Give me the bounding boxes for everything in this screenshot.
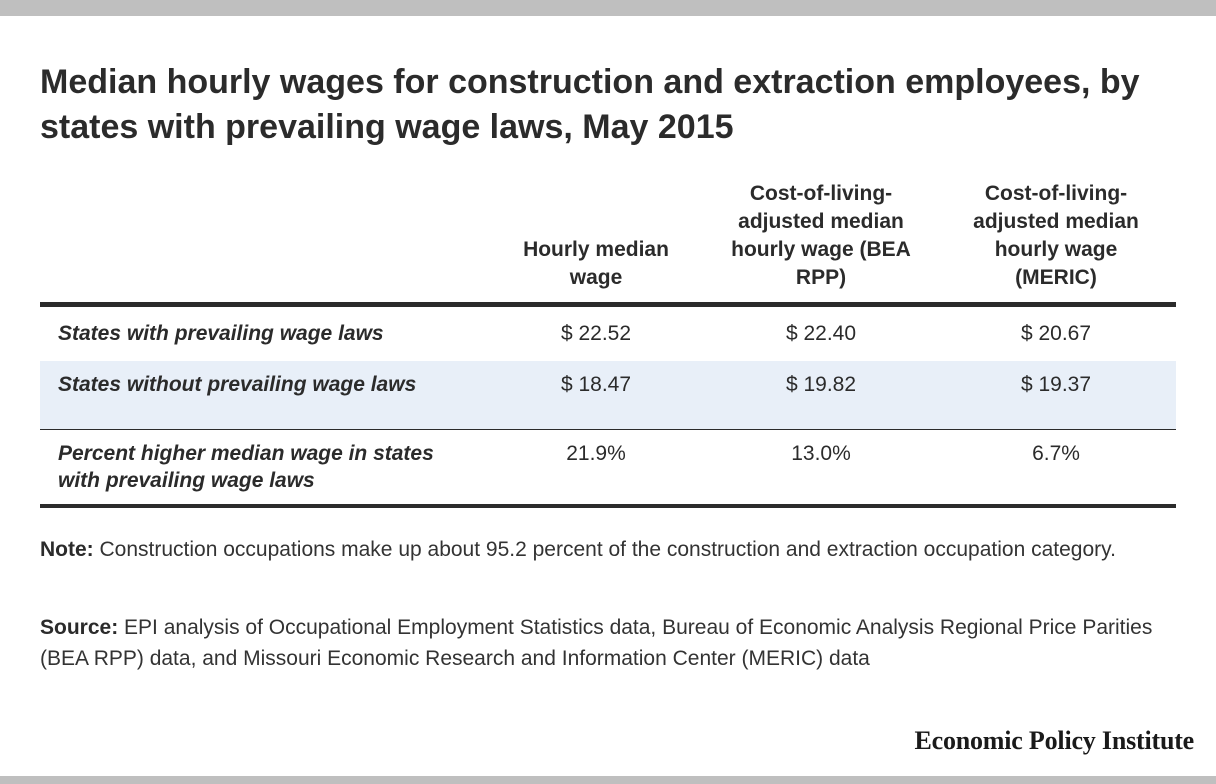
- column-header-row-label: [40, 176, 486, 307]
- note-text: Construction occupations make up about 9…: [93, 538, 1116, 561]
- table-cell: 13.0%: [706, 429, 936, 508]
- table-row: States without prevailing wage laws $ 18…: [40, 361, 1176, 430]
- note-label: Note:: [40, 538, 94, 561]
- table-cell: 21.9%: [486, 429, 706, 508]
- table-cell: $ 22.40: [785, 322, 857, 345]
- row-label: States with prevailing wage laws: [58, 322, 384, 345]
- row-label: Percent higher median wage in states wit…: [40, 429, 486, 508]
- source-label: Source:: [40, 616, 119, 639]
- top-band: [0, 0, 1216, 16]
- source-note: Source: EPI analysis of Occupational Emp…: [40, 612, 1160, 674]
- table-cell: $ 22.52: [560, 322, 632, 345]
- table-row: States with prevailing wage laws $ 22.52…: [40, 305, 1176, 362]
- row-label: States without prevailing wage laws: [40, 361, 486, 430]
- source-text: EPI analysis of Occupational Employment …: [40, 616, 1153, 670]
- chart-title: Median hourly wages for construction and…: [40, 63, 1140, 146]
- table-header-row: Hourly median wage Cost-of-living-adjust…: [40, 176, 1176, 307]
- wage-table: Hourly median wage Cost-of-living-adjust…: [40, 176, 1176, 508]
- bottom-band: [0, 776, 1216, 784]
- table-row: Percent higher median wage in states wit…: [40, 429, 1176, 508]
- table-cell: $ 20.67: [1020, 322, 1092, 345]
- brand-logo-text: Economic Policy Institute: [914, 726, 1194, 755]
- table-cell: $ 18.47: [486, 361, 706, 430]
- table-cell: 6.7%: [936, 429, 1176, 508]
- column-header-bea-rpp: Cost-of-living-adjusted median hourly wa…: [706, 176, 936, 307]
- column-header-hourly-median-wage: Hourly median wage: [486, 176, 706, 307]
- table-cell: $ 19.82: [706, 361, 936, 430]
- table-cell: $ 19.37: [936, 361, 1176, 430]
- note: Note: Construction occupations make up a…: [40, 534, 1160, 565]
- column-header-meric: Cost-of-living-adjusted median hourly wa…: [936, 176, 1176, 307]
